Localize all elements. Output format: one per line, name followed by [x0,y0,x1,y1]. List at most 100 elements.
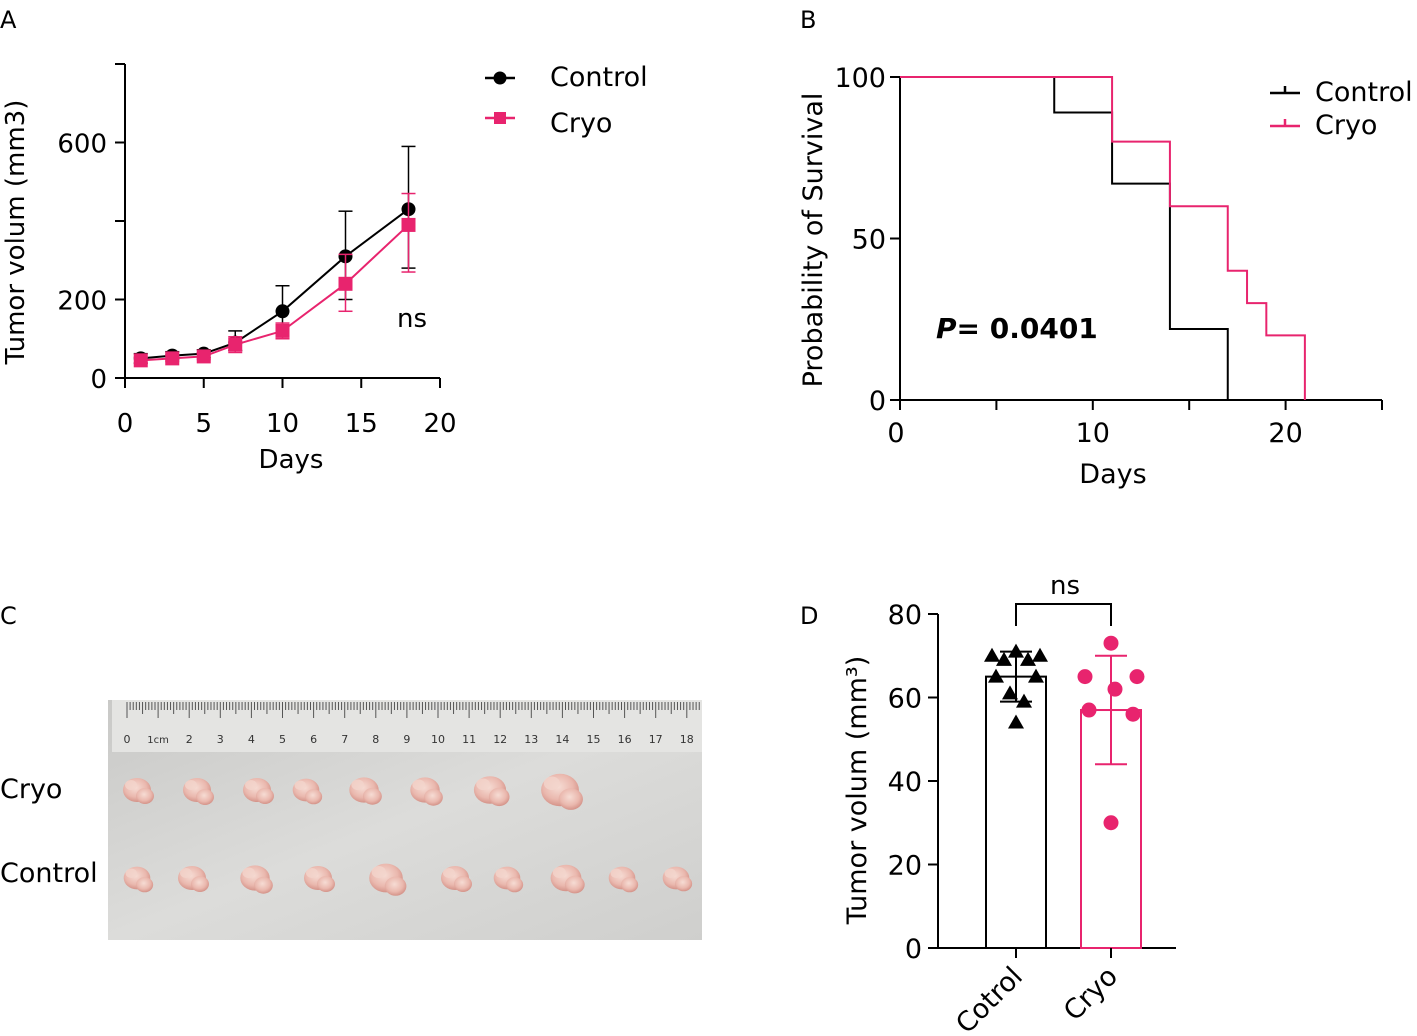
panel-b-y-label: Probability of Survival [798,93,829,388]
panel-b-survival-chart: 0 50 100 0 10 20 Days Probability of Surviva… [798,63,1413,490]
tumor-lobe [621,877,639,893]
ruler-number: 14 [555,733,569,746]
panel-letter-d: D [800,602,818,630]
significance-bracket [1015,603,1112,626]
panel-d-category-label: Cryo [1058,961,1124,1027]
tumor-lobe [305,789,323,805]
tumor-sample [410,777,443,806]
tumor-highlight [180,868,192,878]
panel-a-point-cryo [275,323,290,338]
tumor-lobe [191,876,209,892]
panel-a-x-tick-label: 20 [423,409,456,439]
photo-row-label-control: Control [0,858,98,889]
panel-d-point-cryo [1077,669,1093,685]
legend-control-marker [493,71,507,85]
panel-b-x-tick-label: 10 [1076,418,1110,449]
tumor-lobe [558,788,583,810]
panel-a-x-label: Days [259,445,324,475]
tumor-highlight [371,866,386,878]
tumor-highlight [610,868,622,878]
panel-b-x-label: Days [1079,459,1146,490]
ruler-number: 9 [403,733,410,746]
ruler-number: 5 [279,733,286,746]
tumor-lobe [675,876,693,892]
panel-b-p-value: P= 0.0401 [936,312,1098,345]
panel-a-y-tick-label: 200 [57,287,107,317]
tumor-sample [493,866,524,893]
panel-b-y-tick-label: 100 [834,63,886,94]
panel-a-y-label: Tumor volum (mm3) [1,100,31,366]
panel-a-line-control [140,208,410,360]
panel-d-y-label: Tumor volum (mm³) [842,656,873,926]
tumor-lobe [564,875,585,894]
tumor-sample [243,778,274,804]
tumor-sample [541,773,583,810]
tumor-lobe [384,876,407,896]
tumor-highlight [242,867,255,878]
panel-a-x-tick-label: 5 [195,409,212,439]
panel-a-x-tick-label: 10 [266,409,299,439]
tumor-sample [473,776,510,807]
panel-d-point-cotrol [1008,714,1024,729]
panel-a-x-tick-label: 15 [345,409,378,439]
tumor-row-control [123,863,693,896]
tumor-lobe [488,787,510,807]
panel-a-point-control [275,304,290,319]
tumor-lobe [256,788,274,804]
p-value-text: = 0.0401 [957,312,1098,345]
ruler-number: 13 [524,733,538,746]
panel-letter-a: A [0,6,17,34]
panel-a-series-cryo [133,192,416,368]
tumor-lobe [136,877,154,893]
panel-d-bar-chart: 0 20 40 60 80 Tumor volum (mm³) Cotrol Cryo n… [842,571,1176,1036]
panel-d-y-tick-label: 0 [905,934,922,965]
panel-d-point-cryo [1129,669,1145,685]
tumor-highlight [552,867,567,878]
tumor-row-cryo [123,773,583,810]
ruler-number: 12 [493,733,507,746]
panel-a-legend: Control Cryo [485,62,648,139]
panel-d-point-cotrol [1002,685,1018,700]
tumor-highlight [185,780,197,790]
panel-d-point-cotrol [988,668,1004,683]
panel-d-point-cotrol [1008,643,1024,658]
panel-d-group-cryo [1077,635,1145,950]
ruler-ticks [126,702,700,718]
ruler-number: 0 [124,733,131,746]
ruler-number: 17 [649,733,663,746]
panel-d-point-cryo [1125,706,1141,722]
panel-a-y-tick-label: 0 [90,365,107,395]
tumor-sample [662,866,693,892]
p-value-symbol: P [936,312,957,345]
panel-d-group-cotrol [984,643,1048,949]
legend-control-label: Control [550,62,648,93]
panel-d-point-cotrol [996,651,1012,666]
panel-d-point-cotrol [1016,693,1032,708]
tumor-lobe [136,788,154,804]
tumor-lobe [362,787,382,805]
tumor-highlight [412,779,426,790]
panel-a-line-cryo [140,224,410,362]
ruler-number: 18 [680,733,694,746]
panel-letter-c: C [0,602,17,630]
panel-b-x-tick-label: 0 [887,418,904,449]
tumor-highlight [543,776,561,790]
ruler-number: 3 [217,733,224,746]
panel-d-point-cryo [1103,815,1119,831]
tumor-sample [550,864,585,894]
panel-a-x-tick-label: 0 [117,409,134,439]
tumor-sample [441,866,472,892]
panel-d-point-cotrol [1020,651,1036,666]
tumor-highlight [245,780,257,790]
panel-d-category-label: Cotrol [950,961,1029,1036]
tumor-sample [183,778,214,805]
tumor-sample [123,778,154,804]
panel-d-point-cryo [1103,635,1119,651]
ruler-number: 10 [431,733,445,746]
tumor-sample [178,866,209,892]
panel-d-y-tick-label: 80 [888,600,922,631]
tumor-sample [304,866,335,892]
panel-a-point-cryo [196,349,211,364]
